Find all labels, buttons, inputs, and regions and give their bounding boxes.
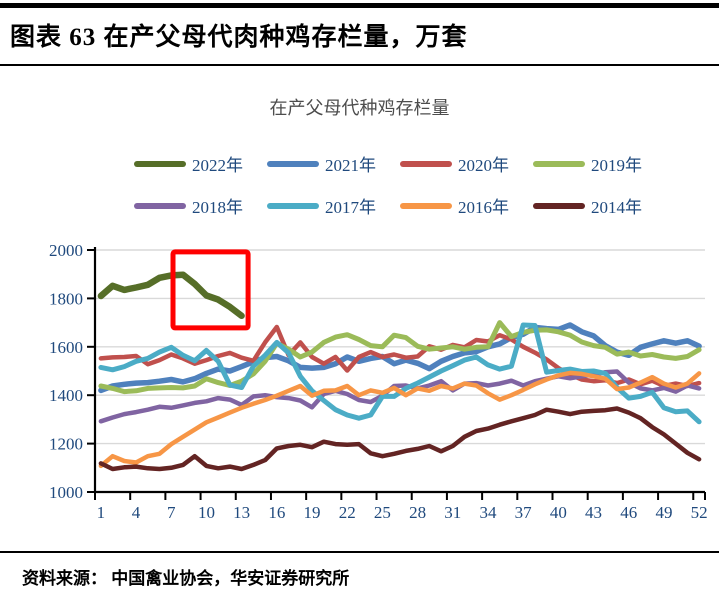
x-tick-label-34: 34: [479, 503, 497, 522]
series-line-2014: [98, 406, 702, 472]
legend-label-2019: 2019年: [591, 156, 642, 175]
chart-legend: 2022年 2021年 2020年 2019年 2018年 2017年 2016年 2014年: [95, 151, 705, 218]
legend-swatch-2022: [134, 160, 186, 167]
y-tick-label-2000: 2000: [49, 241, 83, 260]
x-tick-label-7: 7: [167, 503, 176, 522]
legend-label-2016: 2016年: [458, 198, 509, 217]
legend-label-2018: 2018年: [192, 198, 243, 217]
y-tick-label-1600: 1600: [49, 338, 83, 357]
series-line-2020: [98, 324, 702, 389]
legend-label-2021: 2021年: [325, 156, 376, 175]
legend-item-2021: 2021年: [267, 151, 400, 176]
legend-swatch-2017: [267, 202, 319, 209]
x-tick-label-19: 19: [304, 503, 321, 522]
series-line-2021: [98, 322, 702, 394]
x-tick-label-10: 10: [198, 503, 215, 522]
legend-swatch-2019: [533, 160, 585, 167]
legend-swatch-2018: [134, 202, 186, 209]
legend-swatch-2016: [400, 202, 452, 209]
legend-item-2020: 2020年: [400, 151, 533, 176]
legend-label-2022: 2022年: [192, 156, 243, 175]
legend-item-2016: 2016年: [400, 193, 533, 218]
legend-swatch-2020: [400, 160, 452, 167]
legend-swatch-2014: [533, 202, 585, 209]
x-tick-label-4: 4: [132, 503, 141, 522]
legend-item-2014: 2014年: [533, 193, 666, 218]
chart-title: 在产父母代种鸡存栏量: [269, 98, 450, 118]
x-tick-label-52: 52: [691, 503, 708, 522]
x-tick-label-40: 40: [550, 503, 567, 522]
highlight-box: [170, 249, 251, 331]
figure-title: 图表 63 在产父母代肉种鸡存栏量，万套: [10, 24, 468, 51]
x-tick-label-28: 28: [409, 503, 426, 522]
figure-header: 图表 63 在产父母代肉种鸡存栏量，万套: [0, 3, 719, 66]
legend-swatch-2021: [267, 160, 319, 167]
x-tick-label-37: 37: [515, 503, 533, 522]
x-tick-label-22: 22: [339, 503, 356, 522]
source-note: 资料来源： 中国禽业协会，华安证券研究所: [0, 551, 719, 589]
legend-label-2014: 2014年: [591, 198, 642, 217]
y-tick-label-1400: 1400: [49, 386, 83, 405]
y-tick-label-1200: 1200: [49, 435, 83, 454]
x-tick-label-46: 46: [620, 503, 637, 522]
x-tick-label-13: 13: [233, 503, 250, 522]
legend-row-1: 2022年 2021年 2020年 2019年: [134, 151, 666, 176]
x-tick-label-25: 25: [374, 503, 391, 522]
series-line-2019: [98, 320, 702, 395]
legend-item-2019: 2019年: [533, 151, 666, 176]
legend-item-2022: 2022年: [134, 151, 267, 176]
series-line-2016: [98, 370, 702, 469]
x-tick-label-16: 16: [268, 503, 285, 522]
x-tick-label-31: 31: [444, 503, 461, 522]
legend-item-2017: 2017年: [267, 193, 400, 218]
legend-row-2: 2018年 2017年 2016年 2014年: [134, 193, 666, 218]
y-tick-label-1000: 1000: [49, 483, 83, 502]
legend-label-2020: 2020年: [458, 156, 509, 175]
x-tick-label-1: 1: [97, 503, 106, 522]
x-tick-label-43: 43: [585, 503, 602, 522]
legend-item-2018: 2018年: [134, 193, 267, 218]
x-tick-label-49: 49: [655, 503, 672, 522]
legend-label-2017: 2017年: [325, 198, 376, 217]
y-tick-label-1800: 1800: [49, 289, 83, 308]
